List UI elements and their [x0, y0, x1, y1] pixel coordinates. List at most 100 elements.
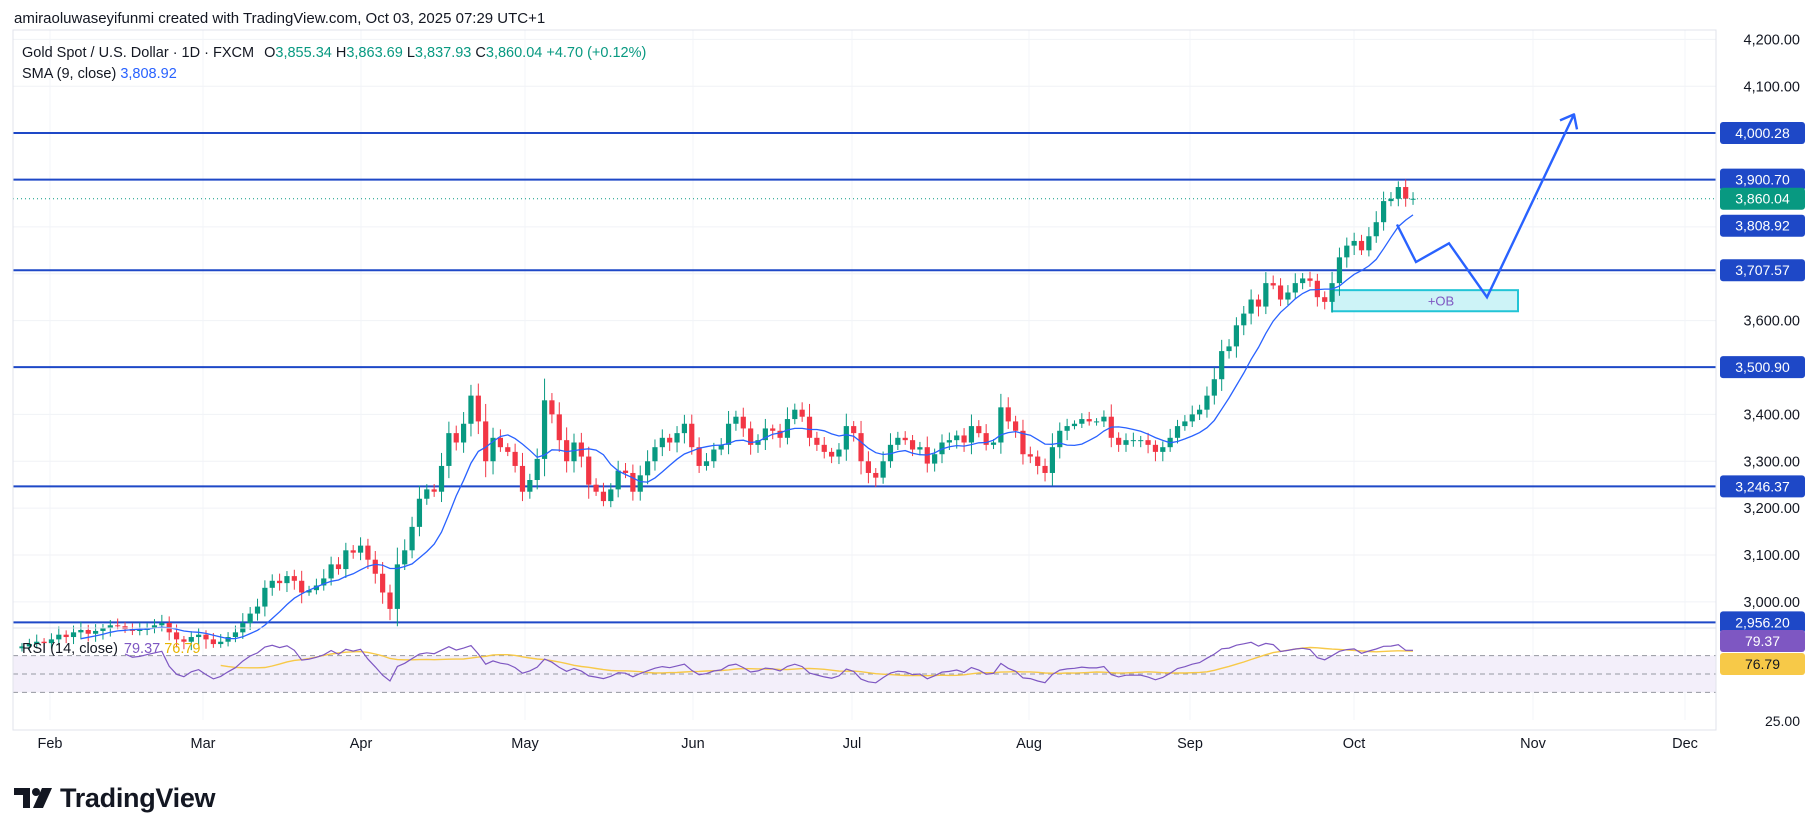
candle-body: [1079, 419, 1085, 424]
candle-body: [1138, 440, 1144, 442]
candle-body: [328, 564, 334, 579]
candle-body: [151, 625, 158, 628]
candle-body: [41, 641, 47, 644]
candle-body: [137, 630, 143, 631]
candle-body: [63, 634, 69, 638]
candle-body: [181, 639, 187, 642]
order-block-label: +OB: [1428, 294, 1454, 309]
candle-body: [652, 447, 658, 462]
level-tag-bg: [1720, 168, 1805, 191]
candle-body: [100, 627, 106, 631]
candle-body: [1241, 313, 1247, 326]
candle-body: [571, 442, 577, 462]
candle-body: [748, 428, 754, 445]
price-tick-label: 3,100.00: [1744, 548, 1800, 564]
price-tick-label: 4,100.00: [1744, 79, 1800, 95]
rsi-legend[interactable]: RSI (14, close) 79.37 76.79: [22, 641, 201, 657]
candle-body: [534, 458, 540, 480]
sma-legend[interactable]: SMA (9, close) 3,808.92: [22, 66, 177, 82]
candle-body: [1277, 285, 1284, 300]
candle-body: [313, 585, 319, 591]
rsi-label: RSI (14, close): [22, 641, 118, 657]
candle-body: [703, 461, 710, 466]
tradingview-logo[interactable]: TradingView: [14, 783, 216, 813]
rsi-value: 79.37: [123, 641, 161, 657]
candle-body: [1248, 299, 1254, 314]
candle-body: [468, 395, 474, 424]
candle-body: [1307, 278, 1313, 281]
time-tick-label: Jun: [681, 736, 704, 752]
candle-body: [968, 426, 975, 443]
candle-body: [446, 433, 452, 466]
price-tick-label: 3,300.00: [1744, 454, 1800, 470]
time-tick-label: Sep: [1177, 736, 1203, 752]
symbol-name[interactable]: Gold Spot / U.S. Dollar · 1D · FXCM: [22, 45, 255, 61]
candle-body: [461, 423, 467, 443]
close-value: 3,860.04: [485, 45, 543, 61]
candle-body: [1020, 430, 1026, 455]
low-label: L: [406, 45, 415, 61]
candle-body: [615, 470, 621, 490]
candle-body: [1226, 346, 1232, 352]
candle-body: [402, 550, 408, 565]
candle-body: [829, 451, 835, 457]
level-tag-text: 3,246.37: [1735, 478, 1790, 494]
candle-body: [990, 442, 997, 445]
attribution-text: amiraoluwaseyifunmi created with Trading…: [14, 10, 546, 27]
time-tick-label: Jul: [843, 736, 862, 752]
candle-body: [622, 470, 629, 473]
candle-body: [865, 461, 871, 473]
candle-body: [1373, 222, 1379, 237]
candle-body: [696, 447, 702, 466]
candle-body: [254, 606, 261, 614]
rsi-tick-label: 25.00: [1765, 713, 1800, 729]
candle-body: [1064, 426, 1070, 431]
candle-body: [549, 400, 555, 415]
time-axis[interactable]: Feb Mar Apr May Jun Jul Aug Sep Oct Nov Dec: [38, 736, 1698, 752]
candle-body: [1057, 430, 1063, 448]
candle-body: [188, 637, 194, 642]
rsi-ma-tag-bg: [1720, 653, 1805, 675]
candle-body: [1130, 440, 1136, 442]
candle-body: [961, 435, 967, 443]
candle-body: [556, 414, 562, 441]
high-label: H: [335, 45, 347, 61]
candle-body: [917, 447, 923, 450]
time-tick-label: Oct: [1343, 736, 1366, 752]
rsi-line: [124, 641, 1413, 684]
candle-body: [600, 491, 607, 502]
candle-body: [1358, 240, 1365, 251]
rsi-value-tag-bg: [1720, 630, 1805, 652]
candle-body: [1071, 423, 1078, 427]
candle-body: [1197, 409, 1203, 415]
candle-body: [357, 545, 364, 553]
candle-body: [1351, 240, 1357, 246]
candle-body: [718, 444, 724, 450]
candle-body: [1211, 379, 1217, 396]
candle-body: [438, 465, 445, 492]
candle-body: [667, 437, 673, 443]
candle-body: [902, 437, 908, 441]
candle-body: [210, 639, 216, 645]
time-tick-label: Dec: [1672, 736, 1698, 752]
candle-body: [843, 426, 849, 450]
candle-body: [976, 426, 982, 434]
candle-body: [1270, 283, 1276, 286]
candle-body: [1300, 278, 1306, 284]
candle-body: [880, 461, 886, 478]
candle-body: [1152, 444, 1159, 452]
symbol-legend: Gold Spot / U.S. Dollar · 1D · FXCM O3,8…: [22, 45, 646, 61]
candle-body: [1027, 454, 1033, 457]
level-tag-text: 2,956.20: [1735, 614, 1790, 630]
candle-body: [48, 639, 55, 644]
candle-body: [70, 632, 77, 638]
candle-body: [645, 461, 651, 476]
time-tick-label: Apr: [350, 736, 373, 752]
candle-body: [806, 416, 813, 438]
candle-body: [277, 580, 283, 584]
candle-body: [1263, 283, 1269, 307]
candle-body: [497, 437, 503, 448]
candle-body: [196, 634, 202, 638]
horizontal-levels: [13, 131, 1716, 624]
